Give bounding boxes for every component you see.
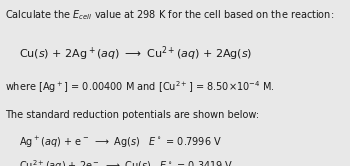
Text: Cu$(s)$ + 2Ag$^+$$(aq)$ $\longrightarrow$ Cu$^{2+}$$(aq)$ + 2Ag$(s)$: Cu$(s)$ + 2Ag$^+$$(aq)$ $\longrightarrow… <box>19 45 253 63</box>
Text: Calculate the $E_{cell}$ value at 298 K for the cell based on the reaction:: Calculate the $E_{cell}$ value at 298 K … <box>5 8 335 22</box>
Text: The standard reduction potentials are shown below:: The standard reduction potentials are sh… <box>5 110 259 120</box>
Text: Cu$^{2+}$$(aq)$ + 2e$^-$ $\longrightarrow$ Cu$(s)$   $E^\circ$ = 0.3419 V: Cu$^{2+}$$(aq)$ + 2e$^-$ $\longrightarro… <box>19 158 234 166</box>
Text: Ag$^+$$(aq)$ + e$^-$ $\longrightarrow$ Ag$(s)$   $E^\circ$ = 0.7996 V: Ag$^+$$(aq)$ + e$^-$ $\longrightarrow$ A… <box>19 134 222 150</box>
Text: where [Ag$^+$] = 0.00400 M and [Cu$^{2+}$] = 8.50×10$^{-4}$ M.: where [Ag$^+$] = 0.00400 M and [Cu$^{2+}… <box>5 80 275 95</box>
